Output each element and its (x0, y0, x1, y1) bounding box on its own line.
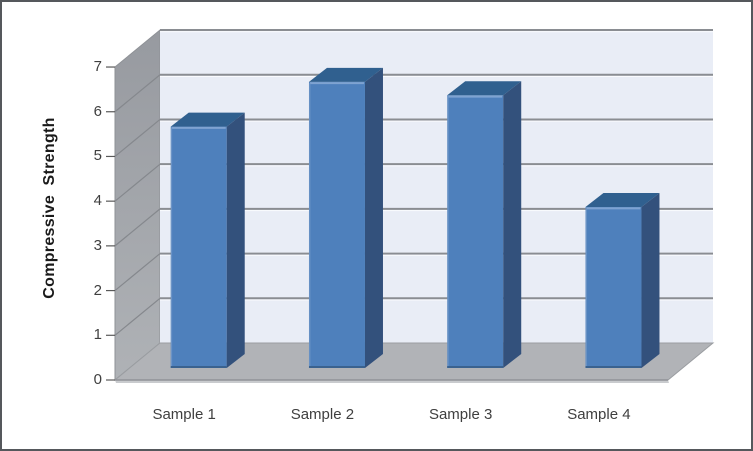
side-wall-gridline (114, 208, 161, 247)
bar-top-face (308, 67, 383, 82)
bar-front-face (170, 126, 227, 368)
bar-side-face (503, 81, 522, 369)
bar-top-face (585, 193, 660, 208)
bar-sample-4 (585, 193, 660, 368)
side-wall-gridline (114, 74, 161, 113)
side-wall-gridline (114, 118, 161, 157)
side-wall (114, 28, 161, 382)
bar-top-face (170, 112, 245, 127)
bar-side-face (226, 112, 245, 368)
bar-front-face (308, 81, 365, 368)
bar-sample-2 (308, 67, 383, 368)
side-wall-gridline (114, 253, 161, 292)
side-wall-gridline (114, 163, 161, 202)
bar-side-face (364, 67, 383, 368)
side-wall-gridline (114, 297, 161, 336)
bar-top-face (447, 81, 522, 96)
bar-sample-1 (170, 112, 245, 368)
bar-sample-3 (447, 81, 522, 369)
bar-side-face (641, 193, 660, 368)
bar-front-face (447, 95, 504, 369)
bar-front-face (585, 207, 642, 368)
